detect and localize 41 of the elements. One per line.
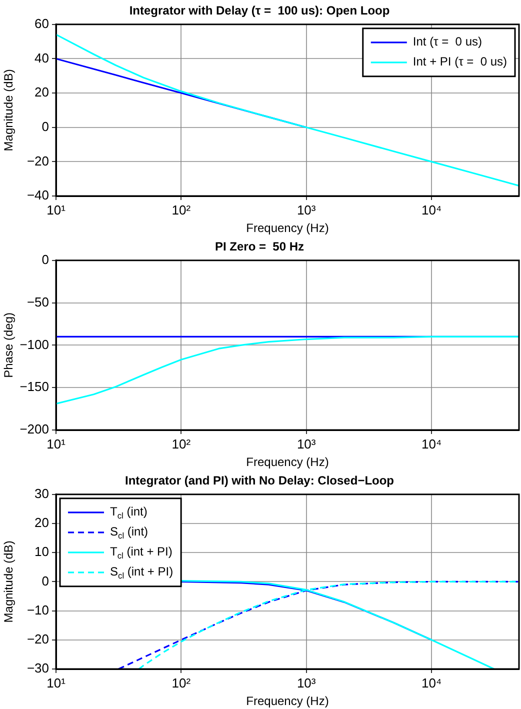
x-tick-label: 10² [172,202,192,218]
chart-title: Integrator (and PI) with No Delay: Closed−Loop [124,474,394,488]
y-tick-label: 0 [42,573,49,588]
y-tick-label: −40 [26,188,49,203]
chart-title: Integrator with Delay (τ = 100 us): Open Loop [129,4,390,18]
chart-title: PI Zero = 50 Hz [214,240,304,254]
x-tick-label: 10³ [296,675,316,690]
y-tick-label: 0 [42,252,49,267]
x-tick-label: 10³ [296,202,316,218]
y-tick-label: −200 [20,422,49,437]
x-tick-label: 10² [172,675,192,690]
x-axis-title: Frequency (Hz) [246,455,329,470]
y-tick-label: 10 [34,544,49,560]
x-axis-title: Frequency (Hz) [246,694,329,708]
y-tick-label: −100 [20,336,49,352]
y-tick-label: 20 [34,84,49,100]
x-axis-title: Frequency (Hz) [246,221,329,236]
x-tick-label: 10⁴ [421,436,442,452]
y-tick-label: −150 [20,379,49,394]
y-axis-title: Magnitude (dB) [2,540,16,623]
y-tick-label: 30 [34,486,49,501]
x-tick-label: 10³ [296,436,316,452]
x-tick-label: 10¹ [46,202,66,218]
x-tick-label: 10¹ [46,675,66,690]
x-tick-label: 10² [172,436,192,452]
x-tick-label: 10¹ [46,436,66,452]
y-tick-label: −20 [26,153,49,168]
x-tick-label: 10⁴ [421,202,442,218]
y-tick-label: −30 [26,660,49,676]
legend-label: Int (τ = 0 us) [412,34,482,49]
y-axis-title: Phase (deg) [2,312,16,378]
y-tick-label: −20 [26,631,49,646]
y-tick-label: 40 [34,50,49,66]
y-tick-label: −10 [26,602,49,618]
y-tick-label: 60 [34,16,49,31]
y-axis-title: Magnitude (dB) [2,69,16,152]
x-tick-label: 10⁴ [421,675,442,690]
y-tick-label: 20 [34,515,49,530]
legend-label: Int + PI (τ = 0 us) [412,54,508,69]
y-tick-label: −50 [26,294,49,310]
y-tick-label: 0 [42,118,49,134]
